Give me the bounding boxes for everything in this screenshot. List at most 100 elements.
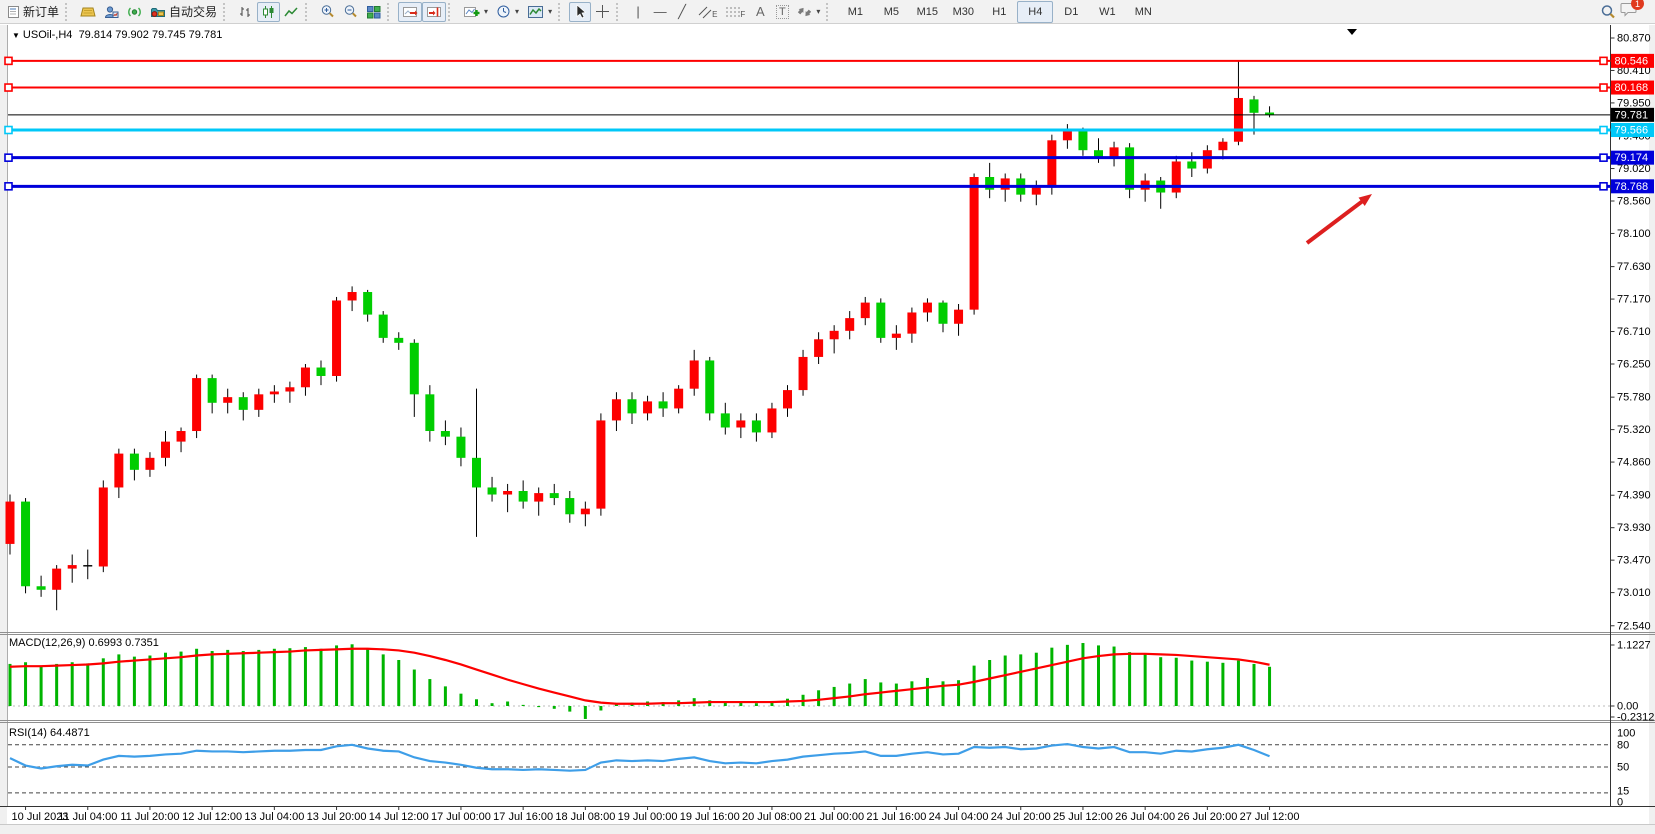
gold-icon: [80, 7, 96, 16]
candle-body: [596, 420, 606, 509]
channel-button[interactable]: E: [693, 2, 721, 22]
candle-body: [316, 367, 326, 376]
line-handle[interactable]: [1599, 125, 1608, 135]
price-tick-label: 78.560: [1617, 195, 1651, 207]
arrows-button[interactable]: ▾: [793, 2, 824, 22]
candle-body: [1218, 141, 1228, 151]
deposit-button[interactable]: [76, 2, 100, 22]
auto-trading-button[interactable]: 自动交易: [146, 2, 221, 22]
text-button[interactable]: A: [749, 2, 771, 22]
candle-body: [534, 493, 544, 502]
price-tick-label: 79.020: [1617, 163, 1651, 175]
time-axis-label: 17 Jul 00:00: [431, 811, 491, 823]
line-handle[interactable]: [1599, 83, 1608, 92]
crosshair-button[interactable]: [591, 2, 614, 22]
text-label-button[interactable]: T: [771, 2, 793, 22]
price-tick-label: 75.780: [1617, 392, 1651, 404]
auto-trading-icon: [151, 7, 166, 17]
price-tick-label: 74.860: [1617, 457, 1651, 469]
macd-axis-label: 0.00: [1617, 701, 1638, 713]
shift-marker-icon[interactable]: [1347, 29, 1357, 35]
ohlc-bars-icon: [240, 6, 251, 17]
line-handle[interactable]: [1599, 56, 1608, 66]
candle-body: [207, 378, 217, 403]
arrow-annotation[interactable]: [1305, 197, 1367, 245]
timeframe-button-H1[interactable]: H1: [992, 5, 1007, 18]
profile-button[interactable]: [100, 2, 123, 22]
zoom-out-button[interactable]: [339, 2, 362, 22]
horizontal-line-button[interactable]: —: [649, 2, 671, 22]
time-axis-label: 10 Jul 2023: [12, 811, 69, 823]
zoom-out-icon: [344, 5, 357, 18]
hline-glyph: —: [653, 4, 667, 19]
toolbar-grip: [616, 2, 623, 21]
price-tick-label: 74.390: [1617, 490, 1651, 502]
dropdown-caret: ▾: [515, 7, 520, 16]
trendline-button[interactable]: ╱: [671, 2, 693, 22]
svg-text:80.546: 80.546: [1615, 55, 1649, 67]
line-handle[interactable]: [4, 83, 13, 92]
candle-body: [425, 394, 435, 432]
zoom-in-button[interactable]: [316, 2, 339, 22]
text-t-glyph: T: [775, 4, 789, 19]
toolbar: 新订单 自动交易 ▾ ▾ ▾ | — ╱ E F A T ▾ M1 M5 M15 M3…: [0, 0, 1655, 24]
dropdown-caret: ▾: [484, 7, 489, 16]
timeframe-button-M30[interactable]: M30: [952, 5, 975, 18]
channel-icon: [698, 6, 712, 18]
add-indicator-button[interactable]: ▾: [459, 2, 492, 22]
vertical-line-button[interactable]: |: [627, 2, 649, 22]
tile-windows-button[interactable]: [362, 2, 385, 22]
chart-canvas[interactable]: 80.87080.41079.95079.48079.02078.56078.1…: [0, 25, 1655, 834]
new-order-button[interactable]: 新订单: [3, 2, 63, 22]
price-tick-label: 77.630: [1617, 261, 1651, 273]
timeframe-button-H4[interactable]: H4: [1017, 0, 1054, 23]
svg-text:79.174: 79.174: [1615, 152, 1649, 164]
chart-shift-button[interactable]: [422, 1, 447, 22]
rsi-axis-label: 100: [1617, 728, 1635, 740]
price-tick-label: 80.410: [1617, 65, 1651, 77]
timeframe-button-W1[interactable]: W1: [1099, 5, 1116, 18]
line-handle[interactable]: [4, 182, 13, 191]
candlestick-type-button[interactable]: [257, 1, 281, 22]
candle-body: [503, 490, 513, 495]
price-tick-label: 77.170: [1617, 294, 1651, 306]
candle-body: [1094, 150, 1103, 158]
search-button[interactable]: [1596, 2, 1620, 22]
candle-body: [223, 397, 233, 403]
line-chart-type-button[interactable]: [280, 2, 303, 22]
candle-body: [798, 356, 808, 391]
auto-scroll-button[interactable]: [398, 1, 423, 22]
line-handle[interactable]: [1599, 182, 1608, 191]
candle-body: [1078, 131, 1088, 151]
timeframe-button-D1[interactable]: D1: [1064, 5, 1079, 18]
price-line-label: [1611, 179, 1654, 194]
timeframe-button-M5[interactable]: M5: [883, 5, 899, 18]
notifications-button[interactable]: 1: [1620, 0, 1644, 22]
time-axis-label: 24 Jul 04:00: [929, 811, 989, 823]
cursor-button[interactable]: [569, 1, 592, 22]
fibonacci-button[interactable]: F: [721, 2, 749, 22]
auto-trading-label: 自动交易: [169, 5, 218, 19]
candle-body: [1171, 161, 1181, 193]
price-tick-label: 75.320: [1617, 424, 1651, 436]
candle-body: [767, 408, 777, 433]
price-line-label: [1611, 80, 1654, 95]
candle-body: [285, 387, 295, 392]
signal-button[interactable]: [123, 2, 146, 22]
order-form-icon: [8, 5, 19, 18]
candle-body: [129, 453, 139, 470]
line-handle[interactable]: [4, 153, 13, 162]
symbol-dropdown-icon[interactable]: ▼: [12, 31, 20, 40]
svg-text:79.781: 79.781: [1615, 109, 1649, 121]
template-button[interactable]: ▾: [523, 2, 556, 22]
period-button[interactable]: ▾: [492, 2, 523, 22]
bar-chart-type-button[interactable]: [234, 2, 257, 22]
line-handle[interactable]: [4, 56, 13, 66]
line-handle[interactable]: [4, 125, 13, 135]
timeframe-button-M1[interactable]: M1: [847, 5, 863, 18]
price-line-label: [1611, 150, 1654, 165]
timeframe-button-MN[interactable]: MN: [1134, 5, 1152, 18]
right-gutter: [1649, 25, 1655, 824]
timeframe-button-M15[interactable]: M15: [916, 5, 939, 18]
line-handle[interactable]: [1599, 153, 1608, 162]
